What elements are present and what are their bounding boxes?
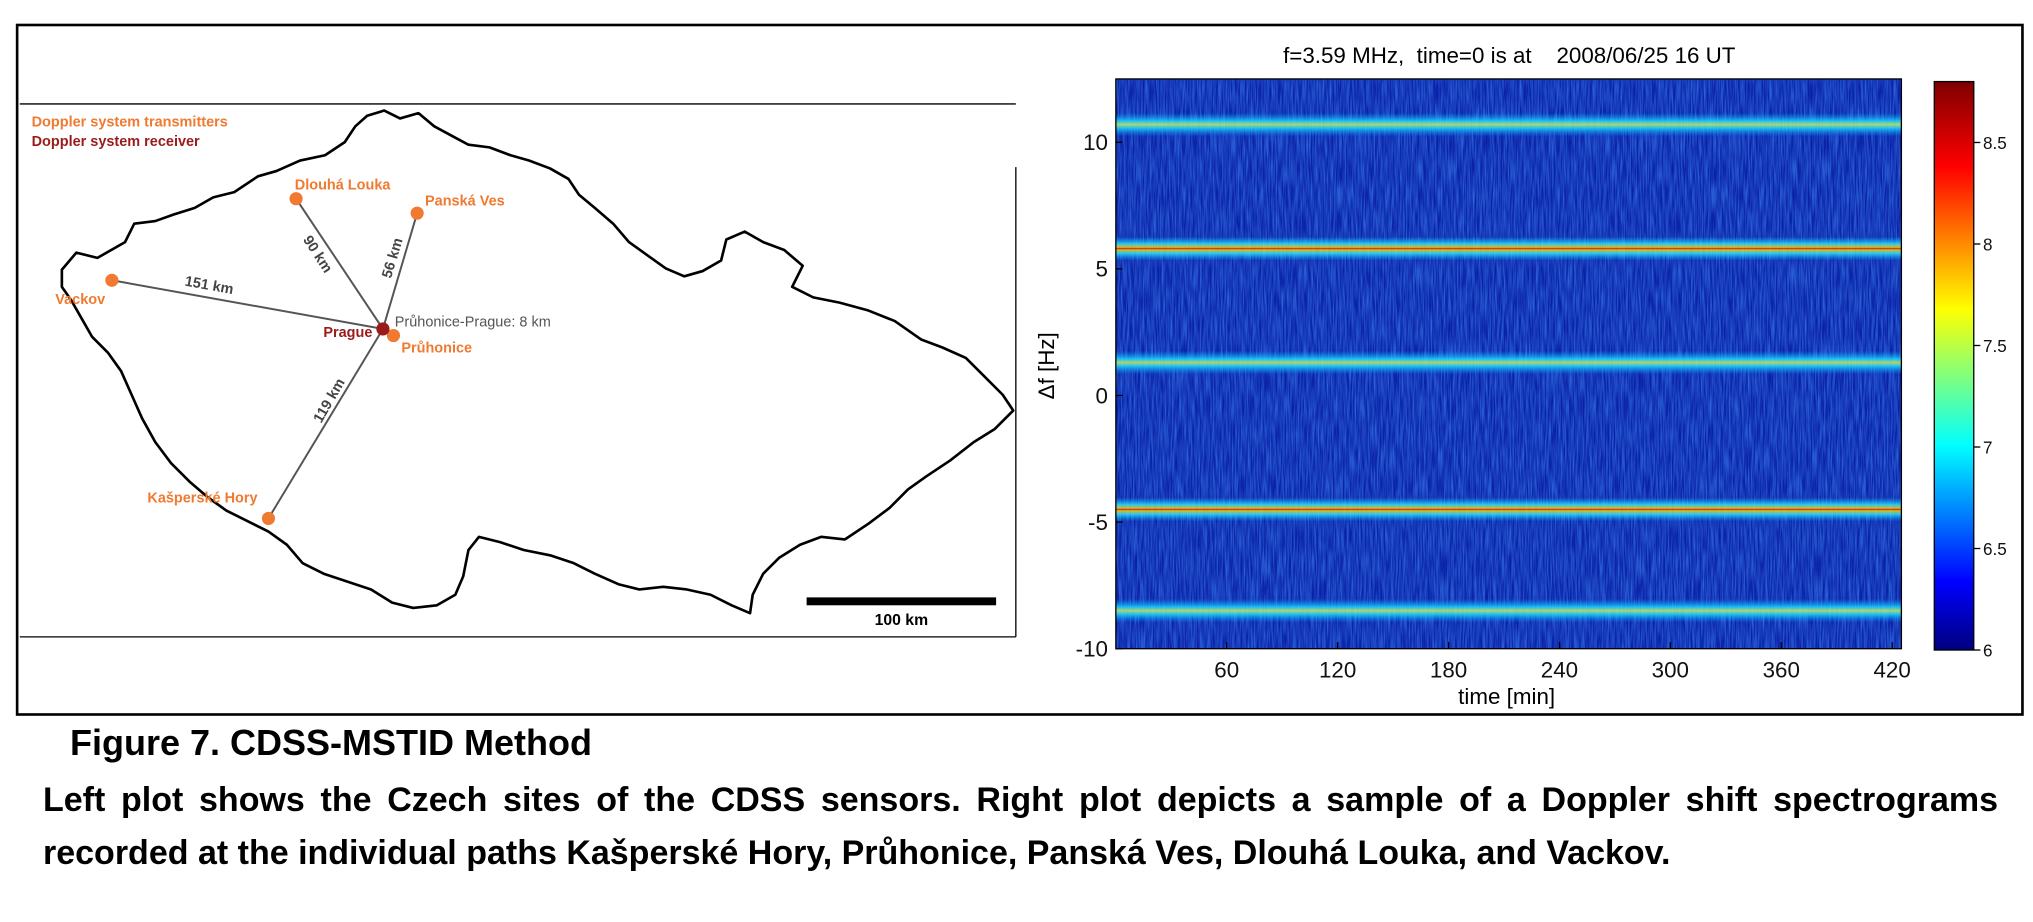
receiver-label: Prague [323,325,372,341]
path-line [381,212,419,330]
colorbar [1933,80,1975,651]
x-tick-label: 180 [1430,658,1467,683]
caption-text: Left plot shows the Czech sites of the C… [43,781,1998,872]
path-line [267,328,384,519]
x-tick-label: 360 [1763,658,1800,683]
site-label: Průhonice [401,341,472,357]
scale-bar [806,597,997,606]
site-label: Vackov [55,292,105,308]
caption-title: Figure 7. CDSS-MSTID Method [70,722,592,763]
colorbar-tick-label: 6.5 [1983,540,2007,559]
band [1115,350,1902,375]
x-tick-label: 240 [1541,658,1578,683]
band [1115,112,1902,137]
site-dots [105,192,424,526]
path-distance: 56 km [379,236,406,280]
site-dot [410,206,424,220]
country-outline [60,109,1015,615]
legend-entry: Doppler system receiver [32,134,200,150]
path-line [111,279,384,330]
y-tick-label: 0 [1096,383,1108,408]
map: Doppler system transmitters Doppler syst… [19,103,1017,638]
site-dot [105,273,119,287]
plot-frame [1115,78,1903,650]
colorbar-tick-label: 7.5 [1983,337,2007,356]
site-dot [289,192,303,206]
site-label: Dlouhá Louka [295,177,392,193]
path-note: Průhonice-Prague: 8 km [395,314,551,330]
y-tick-label: 5 [1096,257,1108,282]
path-line [295,198,384,330]
legend-entry: Doppler system transmitters [32,114,228,130]
x-tick-label: 60 [1214,658,1239,683]
colorbar-tick-label: 8 [1983,236,1993,255]
site-dot [261,511,276,526]
colorbar-tick-label: 8.5 [1983,134,2007,153]
path-distance: 90 km [299,233,335,276]
spectrogram: f=3.59 MHz, time=0 is at 2008/06/25 16 U… [1034,43,2007,709]
band [1115,497,1902,522]
site-dot [386,328,401,343]
y-tick-label: -10 [1076,637,1108,662]
receiver-dot [376,322,390,336]
band [1115,598,1902,623]
band [1115,236,1902,261]
figure-frame [15,23,2024,716]
spectrogram-title: f=3.59 MHz, time=0 is at 2008/06/25 16 U… [1283,43,1736,68]
x-tick-label: 300 [1652,658,1689,683]
x-tick-label: 420 [1873,658,1910,683]
y-tick-label: -5 [1088,510,1108,535]
y-tick-label: 10 [1083,130,1108,155]
site-label: Panská Ves [425,193,505,209]
site-label: Kašperské Hory [147,491,257,507]
x-tick-label: 120 [1319,658,1356,683]
scale-label: 100 km [875,612,928,629]
y-axis-label: Δf [Hz] [1034,332,1059,399]
paths [111,198,419,519]
colorbar-tick-label: 7 [1983,439,1993,458]
bands [1115,112,1902,623]
colorbar-tick-label: 6 [1983,642,1993,661]
x-axis-label: time [min] [1458,684,1555,709]
